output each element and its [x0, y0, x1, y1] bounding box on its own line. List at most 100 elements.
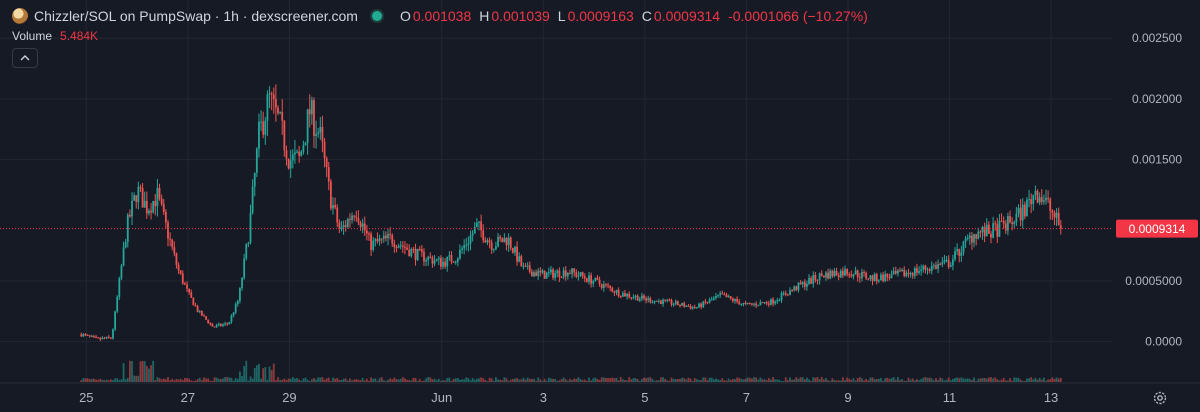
volume-bar	[778, 379, 781, 382]
volume-bar	[1045, 380, 1047, 382]
volume-bar	[833, 379, 836, 382]
candle-body	[342, 225, 345, 228]
volume-bar	[619, 377, 622, 382]
volume-bar	[922, 377, 925, 382]
volume-bar	[1053, 378, 1056, 382]
candle-body	[689, 306, 692, 309]
volume-bar	[266, 379, 269, 382]
volume-bar	[317, 377, 320, 382]
volume-bar	[590, 380, 593, 382]
candle-body	[370, 233, 372, 250]
volume-bar	[95, 379, 97, 382]
volume-bar	[719, 380, 722, 382]
candle-body	[579, 272, 582, 276]
volume-bar	[753, 377, 755, 382]
candle-body	[854, 270, 857, 275]
volume-bar	[892, 377, 895, 382]
volume-bar	[632, 378, 635, 382]
volume-bar	[998, 380, 1001, 382]
candle-body	[499, 236, 502, 239]
candle-body	[562, 270, 565, 278]
candle-body	[382, 235, 385, 239]
volume-bar	[116, 378, 119, 382]
volume-bar	[786, 380, 789, 382]
volume-bar	[928, 377, 931, 382]
volume-bar	[901, 379, 904, 382]
candle-body	[480, 221, 483, 231]
candle-body	[503, 238, 506, 243]
volume-bar	[861, 378, 863, 382]
candle-body	[247, 242, 250, 245]
candle-body	[188, 288, 191, 293]
candle-body	[154, 201, 157, 207]
chart-settings-button[interactable]	[1150, 388, 1170, 408]
volume-bar	[577, 377, 580, 382]
candle-body	[317, 132, 320, 134]
volume-bar	[294, 378, 296, 382]
candle-body	[404, 246, 406, 248]
candle-body	[232, 312, 235, 316]
candle-body	[365, 230, 368, 234]
volume-bar	[444, 380, 447, 382]
volume-bar	[139, 361, 142, 382]
volume-bar	[107, 380, 110, 382]
candle-body	[397, 245, 400, 248]
candle-body	[313, 100, 315, 136]
candle-body	[653, 300, 656, 303]
candle-body	[873, 273, 876, 281]
candle-body	[795, 286, 798, 291]
volume-bar	[332, 377, 334, 382]
candle-body	[194, 305, 197, 307]
volume-bar	[657, 380, 660, 382]
volume-bar	[186, 378, 188, 382]
candle-body	[230, 315, 233, 322]
volume-bar	[977, 378, 980, 382]
volume-bar	[520, 379, 523, 382]
candle-body	[395, 247, 398, 249]
volume-bar	[511, 378, 514, 382]
collapse-legend-button[interactable]	[12, 48, 38, 68]
y-tick-label: 0.002500	[1132, 31, 1182, 45]
volume-bar	[179, 378, 182, 382]
candle-body	[105, 336, 108, 339]
volume-bar	[958, 378, 961, 382]
volume-bar	[1038, 377, 1041, 382]
volume-bar	[704, 377, 707, 382]
volume-bar	[456, 377, 459, 382]
volume-bar	[643, 377, 645, 382]
candle-body	[683, 303, 686, 307]
candle-body	[452, 261, 455, 263]
volume-bar	[729, 379, 732, 382]
volume-bar	[382, 380, 385, 382]
candle-body	[918, 271, 920, 273]
volume-bar	[588, 377, 590, 382]
volume-bar	[653, 380, 656, 382]
candle-body	[463, 245, 466, 249]
volume-bar	[803, 379, 806, 382]
volume-bar	[395, 379, 398, 382]
candle-body	[501, 238, 504, 243]
volume-bar	[666, 380, 669, 382]
candle-body	[184, 283, 186, 285]
candle-body	[708, 299, 711, 303]
volume-bar	[497, 379, 499, 382]
candle-body	[241, 277, 243, 289]
volume-bar	[945, 379, 948, 382]
candle-body	[285, 150, 288, 159]
candle-body	[863, 271, 865, 273]
volume-bar	[338, 380, 341, 382]
candle-body	[543, 270, 546, 279]
candle-body	[831, 270, 834, 277]
volume-label: Volume	[12, 29, 53, 43]
volume-bar	[731, 378, 734, 382]
candle-body	[791, 290, 794, 292]
candle-body	[391, 235, 394, 244]
volume-bar	[562, 377, 565, 382]
volume-bar	[289, 378, 292, 382]
y-tick-label: 0.0005000	[1125, 274, 1182, 288]
candle-body	[323, 141, 326, 159]
candle-body	[630, 297, 633, 299]
volume-bar	[556, 380, 559, 382]
candle-body	[135, 195, 138, 203]
